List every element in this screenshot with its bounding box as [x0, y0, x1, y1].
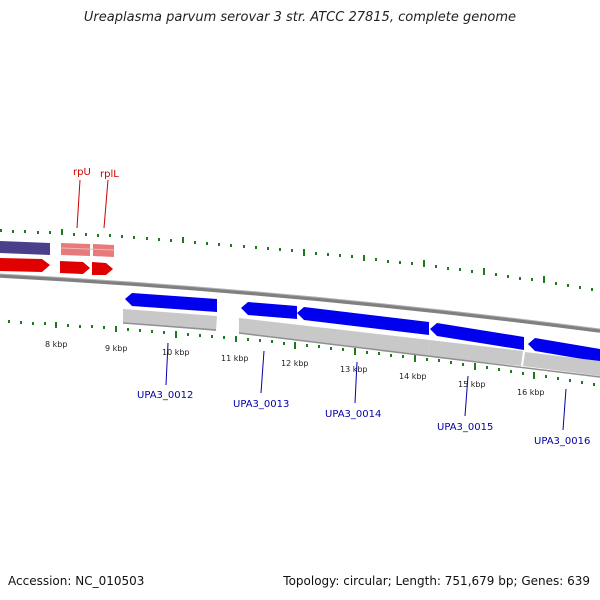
label-leader-upa3-0015	[464, 375, 469, 417]
map-title: Ureaplasma parvum serovar 3 str. ATCC 27…	[83, 10, 517, 25]
gc-bar-shadow-2	[238, 332, 600, 378]
label-leader-upa3-0012	[165, 342, 169, 386]
gene-label-upa3-0016: UPA3_0016	[534, 436, 590, 447]
genome-backbone-highlight	[0, 273, 600, 330]
rrna-feature-dark	[0, 241, 50, 255]
scale-label: 11 kbp	[221, 354, 249, 363]
gene-label-upa3-0015: UPA3_0015	[437, 422, 493, 433]
scale-label: 12 kbp	[281, 359, 309, 368]
reverse-cds-1	[0, 258, 50, 272]
scale-label: 14 kbp	[399, 372, 427, 381]
gc-bar-1	[123, 309, 217, 331]
genome-backbone	[0, 274, 600, 333]
rrna-feature-pink-2	[93, 244, 114, 257]
label-leader-upa3-0016	[562, 388, 567, 431]
cds-upa3-0014	[297, 307, 429, 335]
genome-summary-text: Topology: circular; Length: 751,679 bp; …	[283, 574, 590, 588]
reverse-cds-3	[92, 262, 113, 275]
scale-label: 10 kbp	[162, 348, 190, 357]
gene-label-rpu: rpU	[73, 167, 91, 178]
cds-upa3-0013	[241, 302, 297, 319]
gene-label-upa3-0014: UPA3_0014	[325, 409, 381, 420]
scale-labels: 8 kbp 9 kbp 10 kbp 11 kbp 12 kbp 13 kbp …	[45, 340, 545, 397]
cds-upa3-0016	[528, 338, 600, 362]
label-leader-rpu	[76, 179, 81, 229]
gc-bar-3	[428, 340, 523, 366]
accession-text: Accession: NC_010503	[8, 574, 145, 588]
label-leader-rpll	[103, 179, 109, 229]
scale-label: 15 kbp	[458, 380, 486, 389]
reverse-cds-2	[60, 261, 90, 274]
gene-label-upa3-0013: UPA3_0013	[233, 399, 289, 410]
gc-bar-2	[239, 318, 430, 356]
gc-bar-shadow	[122, 322, 217, 331]
label-leader-upa3-0014	[354, 361, 358, 404]
cds-upa3-0012	[125, 293, 217, 312]
outer-tick-row	[0, 229, 593, 291]
rrna-highlight	[60, 247, 115, 251]
scale-label: 9 kbp	[105, 344, 127, 353]
gene-label-rpll: rplL	[100, 169, 119, 180]
label-leader-upa3-0013	[260, 350, 265, 394]
cds-upa3-0015	[430, 323, 524, 350]
scale-label: 13 kbp	[340, 365, 368, 374]
gc-bar-4	[523, 352, 600, 376]
scale-label: 16 kbp	[517, 388, 545, 397]
rrna-feature-pink-1	[61, 243, 90, 256]
scale-label: 8 kbp	[45, 340, 67, 349]
gene-label-upa3-0012: UPA3_0012	[137, 390, 193, 401]
inner-tick-row	[8, 320, 595, 386]
